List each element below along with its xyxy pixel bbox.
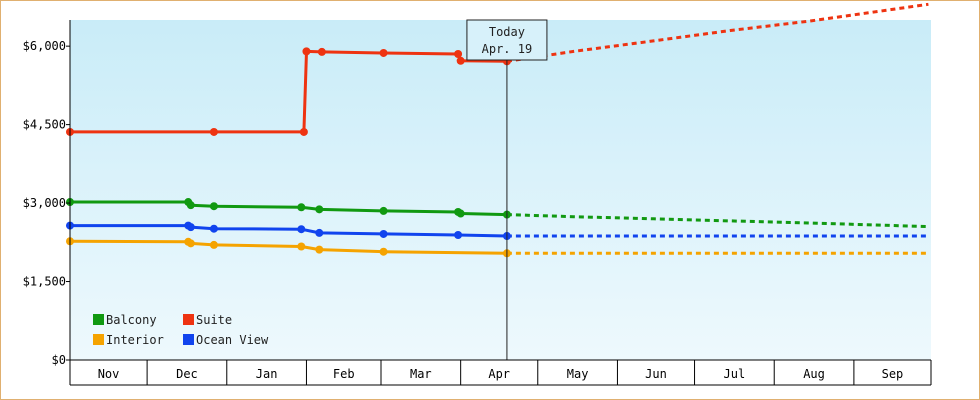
- x-tick-label: Aug: [803, 367, 825, 381]
- today-marker: Today Apr. 19: [466, 19, 548, 360]
- y-tick-label: $6,000: [23, 39, 66, 53]
- plot-background: [70, 20, 931, 360]
- balcony-point[interactable]: [209, 202, 218, 211]
- ocean-view-point[interactable]: [186, 223, 195, 232]
- today-label: Today: [489, 25, 525, 39]
- suite-point[interactable]: [456, 56, 465, 65]
- suite-legend-swatch: [183, 314, 194, 325]
- x-tick-label: Dec: [176, 367, 198, 381]
- today-date-label: Apr. 19: [482, 42, 533, 56]
- interior-point[interactable]: [297, 242, 306, 251]
- suite-point[interactable]: [299, 127, 308, 136]
- ocean-view-point[interactable]: [297, 225, 306, 234]
- suite-legend-label: Suite: [196, 313, 232, 327]
- x-tick-label: Apr: [488, 367, 510, 381]
- x-tick-label: Nov: [98, 367, 120, 381]
- interior-point[interactable]: [209, 240, 218, 249]
- series-layer: [66, 2, 929, 258]
- suite-point[interactable]: [317, 47, 326, 56]
- y-tick-label: $0: [52, 353, 66, 367]
- ocean-view-point[interactable]: [209, 224, 218, 233]
- interior-legend-swatch: [93, 334, 104, 345]
- suite-forecast-line: [506, 2, 929, 63]
- balcony-legend-label: Balcony: [106, 313, 157, 327]
- y-tick-label: $1,500: [23, 275, 66, 289]
- balcony-point[interactable]: [315, 205, 324, 214]
- interior-legend-label: Interior: [106, 333, 164, 347]
- interior-point[interactable]: [379, 247, 388, 256]
- balcony-point[interactable]: [297, 203, 306, 212]
- balcony-point[interactable]: [379, 206, 388, 215]
- x-tick-label: May: [567, 367, 589, 381]
- legend: Balcony Suite Interior Ocean View: [93, 313, 269, 347]
- interior-point[interactable]: [186, 239, 195, 248]
- ocean-view-point[interactable]: [454, 230, 463, 239]
- suite-point[interactable]: [454, 50, 463, 58]
- interior-point[interactable]: [315, 245, 324, 254]
- balcony-forecast-line: [506, 213, 929, 229]
- x-tick-label: Jun: [645, 367, 667, 381]
- suite-point[interactable]: [379, 48, 388, 57]
- x-tick-label: Jul: [724, 367, 746, 381]
- balcony-point[interactable]: [456, 209, 465, 218]
- balcony-legend-swatch: [93, 314, 104, 325]
- ocean-view-point[interactable]: [379, 229, 388, 238]
- x-tick-label: Sep: [882, 367, 904, 381]
- suite-point[interactable]: [209, 127, 218, 136]
- x-tick-label: Mar: [410, 367, 432, 381]
- ocean-view-legend-swatch: [183, 334, 194, 345]
- y-tick-label: $4,500: [23, 118, 66, 132]
- ocean-view-point[interactable]: [315, 228, 324, 237]
- suite-point[interactable]: [302, 47, 311, 56]
- axes: $0 $1,500 $3,000 $4,500 $6,000 Nov Dec Jan Feb Ma…: [23, 20, 932, 386]
- x-tick-label: Feb: [333, 367, 355, 381]
- ocean-view-legend-label: Ocean View: [196, 333, 269, 347]
- today-box: [466, 19, 548, 61]
- x-tick-label: Jan: [256, 367, 278, 381]
- y-tick-label: $3,000: [23, 196, 66, 210]
- balcony-point[interactable]: [186, 201, 195, 210]
